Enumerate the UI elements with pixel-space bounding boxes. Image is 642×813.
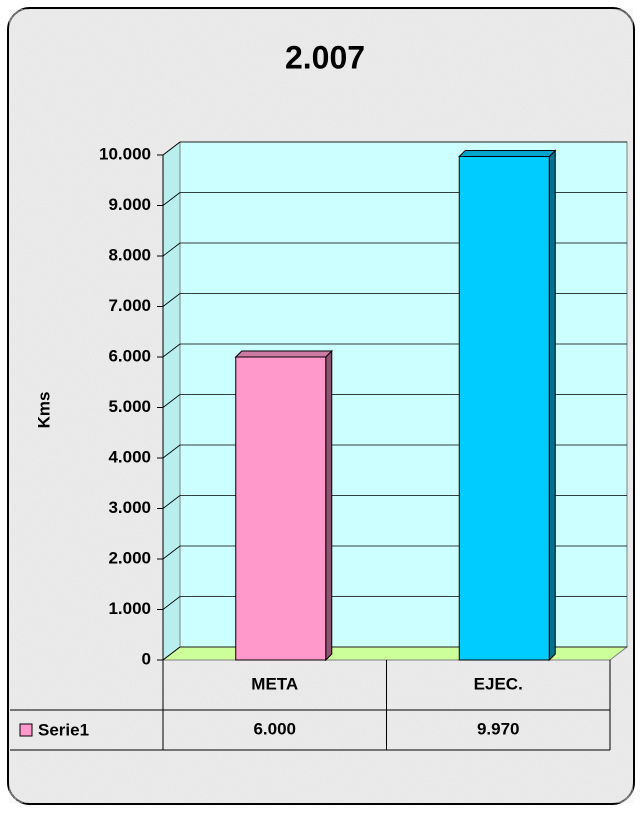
y-tick-label: 8.000 bbox=[108, 245, 151, 264]
grid-line bbox=[162, 192, 181, 206]
y-tick-label: 4.000 bbox=[108, 447, 151, 466]
grid-line bbox=[162, 141, 181, 156]
bar-side bbox=[325, 349, 333, 662]
bar-top bbox=[458, 150, 557, 158]
grid-line bbox=[162, 646, 181, 661]
category-label: EJEC. bbox=[474, 674, 523, 693]
value-label: 6.000 bbox=[253, 719, 296, 738]
grid-line bbox=[162, 495, 181, 509]
grid-line bbox=[162, 444, 181, 459]
floor bbox=[161, 646, 629, 661]
y-axis-label: Kms bbox=[34, 392, 53, 429]
bar bbox=[458, 156, 550, 661]
grid-line bbox=[162, 242, 181, 257]
y-tick-label: 3.000 bbox=[108, 498, 151, 517]
grid-line bbox=[162, 394, 181, 408]
y-tick-label: 1.000 bbox=[108, 599, 151, 618]
y-tick-label: 0 bbox=[142, 649, 151, 668]
bar-top bbox=[234, 350, 333, 358]
grid-line bbox=[162, 596, 181, 610]
y-tick-label: 10.000 bbox=[99, 144, 151, 163]
legend-swatch bbox=[19, 723, 33, 737]
category-label: META bbox=[251, 674, 298, 693]
y-tick-label: 5.000 bbox=[108, 397, 151, 416]
value-label: 9.970 bbox=[477, 719, 520, 738]
y-tick-label: 7.000 bbox=[108, 296, 151, 315]
y-tick-label: 9.000 bbox=[108, 195, 151, 214]
legend-label: Serie1 bbox=[38, 720, 89, 739]
grid-line bbox=[162, 343, 181, 358]
y-tick-label: 2.000 bbox=[108, 548, 151, 567]
grid-line bbox=[162, 293, 181, 307]
y-tick-label: 6.000 bbox=[108, 346, 151, 365]
bar bbox=[235, 356, 327, 661]
bar-side bbox=[548, 149, 556, 662]
grid-line bbox=[162, 545, 181, 560]
chart-title: 2.007 bbox=[285, 39, 365, 75]
